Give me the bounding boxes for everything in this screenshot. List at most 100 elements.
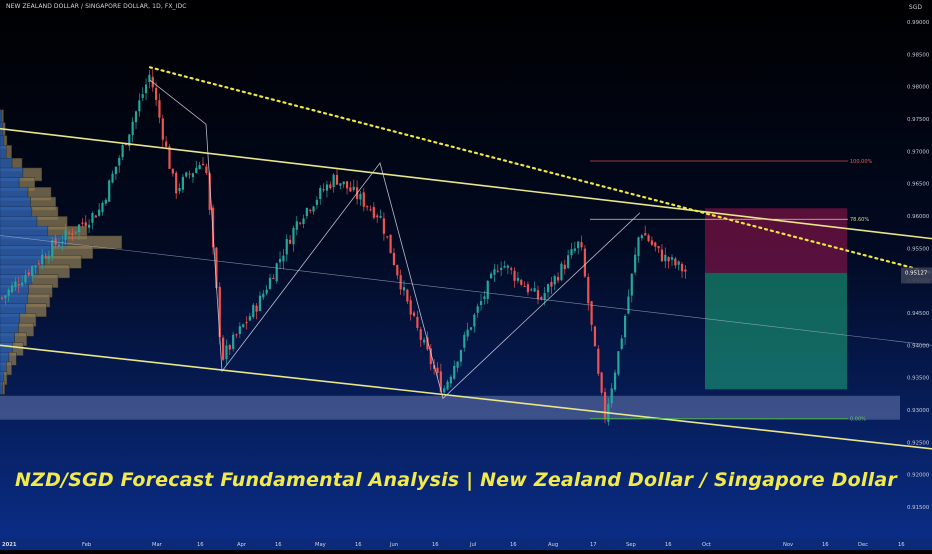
candle-body bbox=[215, 247, 218, 288]
candle-body bbox=[339, 183, 342, 186]
candle-body bbox=[600, 372, 603, 393]
candle-body bbox=[349, 187, 352, 192]
candle-body bbox=[449, 376, 452, 384]
candle-body bbox=[386, 236, 389, 238]
candle-body bbox=[433, 365, 436, 369]
candle-body bbox=[463, 334, 466, 348]
fib-100-label: 100.00% bbox=[850, 159, 872, 165]
x-tick-label: Jun bbox=[389, 542, 398, 548]
y-tick-label: 0.98500 bbox=[907, 52, 930, 58]
y-tick-label: 0.94000 bbox=[907, 343, 930, 349]
candle-body bbox=[536, 290, 540, 300]
candle-body bbox=[654, 242, 657, 247]
candle-body bbox=[57, 244, 61, 247]
x-tick-label: Nov bbox=[783, 542, 793, 548]
candle-body bbox=[64, 230, 67, 241]
candle-body bbox=[409, 300, 412, 315]
candle-body bbox=[332, 174, 335, 188]
candle-body bbox=[513, 270, 516, 281]
candle-body bbox=[155, 87, 158, 100]
candle-body bbox=[423, 339, 426, 343]
candle-body bbox=[466, 329, 469, 337]
candle-body bbox=[516, 277, 519, 281]
candle-body bbox=[10, 285, 14, 292]
channel-mid-line bbox=[0, 235, 932, 346]
candle-body bbox=[289, 239, 292, 244]
candle-body bbox=[41, 254, 44, 265]
y-tick-label: 0.99000 bbox=[907, 20, 930, 26]
candle-body bbox=[285, 238, 288, 255]
volume-profile-bar bbox=[6, 145, 12, 159]
y-tick-label: 0.94500 bbox=[907, 311, 930, 317]
candle-body bbox=[372, 207, 375, 218]
candle-body bbox=[406, 289, 409, 302]
candle-body bbox=[530, 289, 533, 291]
candle-body bbox=[195, 167, 198, 173]
candle-body bbox=[640, 235, 643, 239]
candle-body bbox=[101, 202, 104, 212]
candle-body bbox=[292, 227, 295, 245]
candle-body bbox=[443, 388, 446, 393]
candle-body bbox=[312, 206, 315, 212]
candle-body bbox=[456, 361, 459, 368]
candle-body bbox=[436, 367, 439, 373]
candle-body bbox=[265, 289, 268, 294]
candle-body bbox=[369, 209, 372, 211]
x-tick-label: Feb bbox=[82, 542, 92, 548]
x-tick-label: 16 bbox=[275, 542, 282, 548]
candle-body bbox=[573, 248, 576, 251]
candle-body bbox=[567, 255, 570, 268]
candle-body bbox=[362, 192, 365, 207]
candle-body bbox=[91, 213, 94, 223]
candle-body bbox=[399, 275, 402, 290]
candle-body bbox=[128, 134, 131, 147]
candle-body bbox=[138, 100, 141, 112]
candle-body bbox=[94, 215, 97, 218]
candle-body bbox=[476, 306, 479, 313]
candle-body bbox=[382, 218, 385, 234]
candle-body bbox=[486, 280, 489, 299]
candle-body bbox=[282, 255, 285, 262]
candle-body bbox=[520, 279, 523, 285]
candle-body bbox=[77, 224, 81, 233]
candle-body bbox=[577, 241, 580, 249]
candle-body bbox=[121, 145, 124, 158]
candle-body bbox=[325, 184, 329, 191]
x-tick-label: 16 bbox=[197, 542, 204, 548]
candle-body bbox=[680, 263, 684, 272]
candle-body bbox=[634, 254, 637, 273]
candle-body bbox=[225, 345, 228, 360]
candle-body bbox=[500, 267, 503, 270]
candle-body bbox=[359, 193, 362, 200]
candle-body bbox=[546, 284, 550, 293]
candle-body bbox=[650, 240, 653, 245]
volume-profile-bar bbox=[0, 381, 3, 395]
candle-body bbox=[550, 281, 553, 287]
symbol-title: NEW ZEALAND DOLLAR / SINGAPORE DOLLAR, 1… bbox=[6, 3, 187, 10]
y-tick-label: 0.96500 bbox=[907, 182, 930, 188]
x-tick-label: Dec bbox=[858, 542, 868, 548]
candle-body bbox=[322, 189, 325, 191]
candle-body bbox=[165, 141, 168, 147]
candle-body bbox=[175, 172, 178, 194]
candle-body bbox=[593, 326, 597, 347]
candle-body bbox=[34, 265, 37, 267]
x-tick-label: May bbox=[315, 542, 326, 548]
candle-body bbox=[71, 233, 74, 236]
candle-body bbox=[510, 268, 513, 270]
candle-body bbox=[493, 269, 496, 275]
candle-body bbox=[416, 316, 419, 328]
x-tick-label: Aug bbox=[548, 542, 558, 548]
candle-body bbox=[178, 187, 181, 192]
candle-body bbox=[171, 168, 174, 174]
candle-body bbox=[24, 274, 27, 283]
candle-body bbox=[613, 372, 617, 390]
candle-body bbox=[459, 350, 463, 362]
candle-body bbox=[389, 234, 392, 254]
candle-body bbox=[81, 222, 84, 224]
candle-body bbox=[201, 163, 205, 166]
x-tick-label: Sep bbox=[626, 542, 636, 548]
candle-body bbox=[305, 208, 308, 217]
candle-body bbox=[84, 222, 87, 226]
candle-body bbox=[181, 176, 184, 190]
